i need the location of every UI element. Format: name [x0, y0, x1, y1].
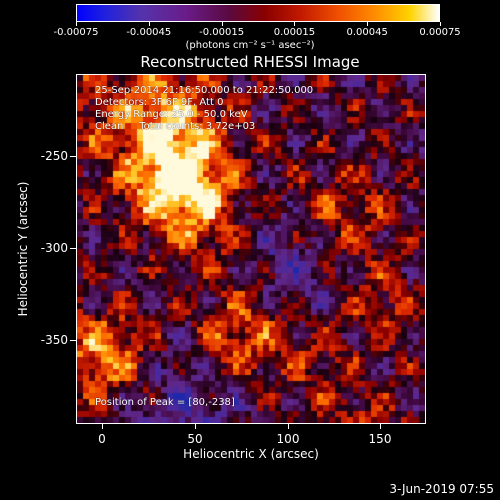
colorbar-tick	[294, 22, 296, 26]
heatmap-image	[77, 75, 425, 423]
x-axis-title: Heliocentric X (arcsec)	[183, 447, 319, 461]
colorbar-tick	[367, 22, 369, 26]
colorbar-tick-label: 0.00075	[419, 27, 461, 38]
info-energy-range: Energy Range: 25.0 - 50.0 keV	[95, 109, 248, 120]
x-tick-label: 50	[187, 432, 203, 446]
colorbar-tick	[76, 22, 77, 26]
timestamp: 3-Jun-2019 07:55	[389, 482, 494, 496]
info-peak-position: Position of Peak = [80,-238]	[95, 397, 235, 408]
colorbar	[76, 4, 440, 22]
colorbar-units: (photons cm⁻² s⁻¹ asec⁻²)	[185, 40, 315, 51]
x-tick-label: 0	[98, 432, 106, 446]
colorbar-tick-label: -0.00015	[199, 27, 245, 38]
x-tick-label: 150	[368, 432, 392, 446]
colorbar-tick	[440, 22, 441, 26]
colorbar-tick-label: -0.00045	[126, 27, 172, 38]
plot-title: Reconstructed RHESSI Image	[140, 53, 360, 71]
x-tick-label: 100	[276, 432, 300, 446]
colorbar-tick-label: 0.00045	[346, 27, 388, 38]
info-clean-counts: Clean Total counts: 3.72e+03	[95, 121, 256, 132]
y-axis-title: Heliocentric Y (arcsec)	[16, 181, 30, 317]
colorbar-tick-label: -0.00075	[53, 27, 99, 38]
y-tick-label: -250	[40, 149, 68, 163]
heatmap-plot: 25-Sep-2014 21:16:50.000 to 21:22:50.000…	[76, 74, 426, 424]
y-tick-label: -350	[40, 333, 68, 347]
colorbar-tick-label: 0.00015	[273, 27, 316, 38]
y-tick-label: -300	[40, 241, 68, 255]
colorbar-tick	[221, 22, 223, 26]
info-detectors: Detectors: 3F 6F 9F, Att 0	[95, 97, 224, 108]
info-time-range: 25-Sep-2014 21:16:50.000 to 21:22:50.000	[95, 85, 314, 96]
colorbar-tick	[148, 22, 150, 26]
